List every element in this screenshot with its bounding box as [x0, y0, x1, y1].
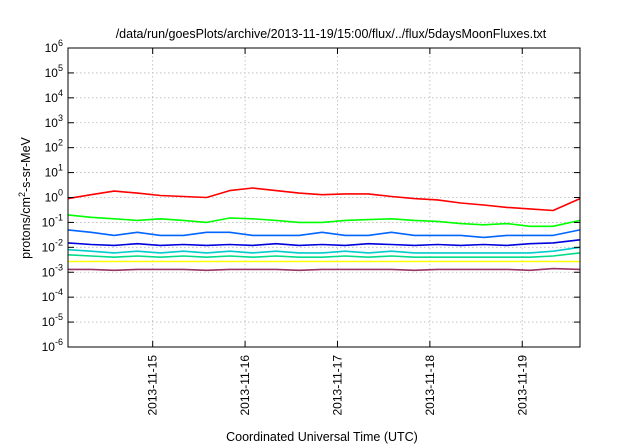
x-axis-label: Coordinated Universal Time (UTC) [226, 430, 418, 444]
x-tick-label: 2013-11-17 [330, 355, 344, 416]
series-line-1 [67, 187, 581, 212]
series-line-4 [67, 239, 581, 247]
y-tick-labels: 106 105 104 103 102 101 100 10-1 10-2 10-3 10-4 10-… [42, 38, 63, 354]
y-tick-label: 101 [45, 163, 63, 180]
y-axis-label: protons/cm2-s-sr-MeV [17, 136, 33, 258]
grid [68, 48, 580, 347]
y-axis-label-main: protons/cm [19, 197, 33, 259]
x-tick-labels: 2013-11-15 2013-11-16 2013-11-17 2013-11-18… [146, 355, 530, 416]
x-tick-label: 2013-11-16 [238, 355, 252, 416]
y-tick-label: 105 [45, 63, 63, 80]
y-tick-label: 102 [45, 138, 63, 155]
chart-title: /data/run/goesPlots/archive/2013-11-19/1… [116, 27, 547, 41]
y-tick-label: 10-1 [42, 212, 63, 229]
y-tick-label: 10-6 [42, 337, 63, 354]
x-tick-label: 2013-11-19 [515, 355, 529, 416]
x-tick-label: 2013-11-18 [423, 355, 437, 416]
x-tick-label: 2013-11-15 [146, 355, 160, 416]
series-line-2 [67, 214, 581, 228]
series-line-6 [67, 252, 581, 258]
y-tick-label: 10-5 [42, 312, 63, 329]
y-tick-label: 104 [45, 88, 63, 105]
series-line-8 [68, 267, 581, 272]
y-tick-label: 100 [45, 188, 63, 205]
y-tick-label: 10-4 [42, 287, 63, 304]
y-tick-label: 106 [45, 38, 63, 55]
series-line-5 [67, 246, 581, 254]
series-group [67, 187, 581, 272]
y-axis-label-rest: -s-sr-MeV [19, 136, 33, 192]
y-tick-label: 103 [45, 113, 63, 130]
y-tick-label: 10-2 [42, 237, 63, 254]
series-line-3 [67, 229, 581, 239]
y-axis-label-superscript: 2 [17, 192, 27, 197]
y-tick-label: 10-3 [42, 262, 63, 279]
axis-ticks [68, 47, 580, 348]
